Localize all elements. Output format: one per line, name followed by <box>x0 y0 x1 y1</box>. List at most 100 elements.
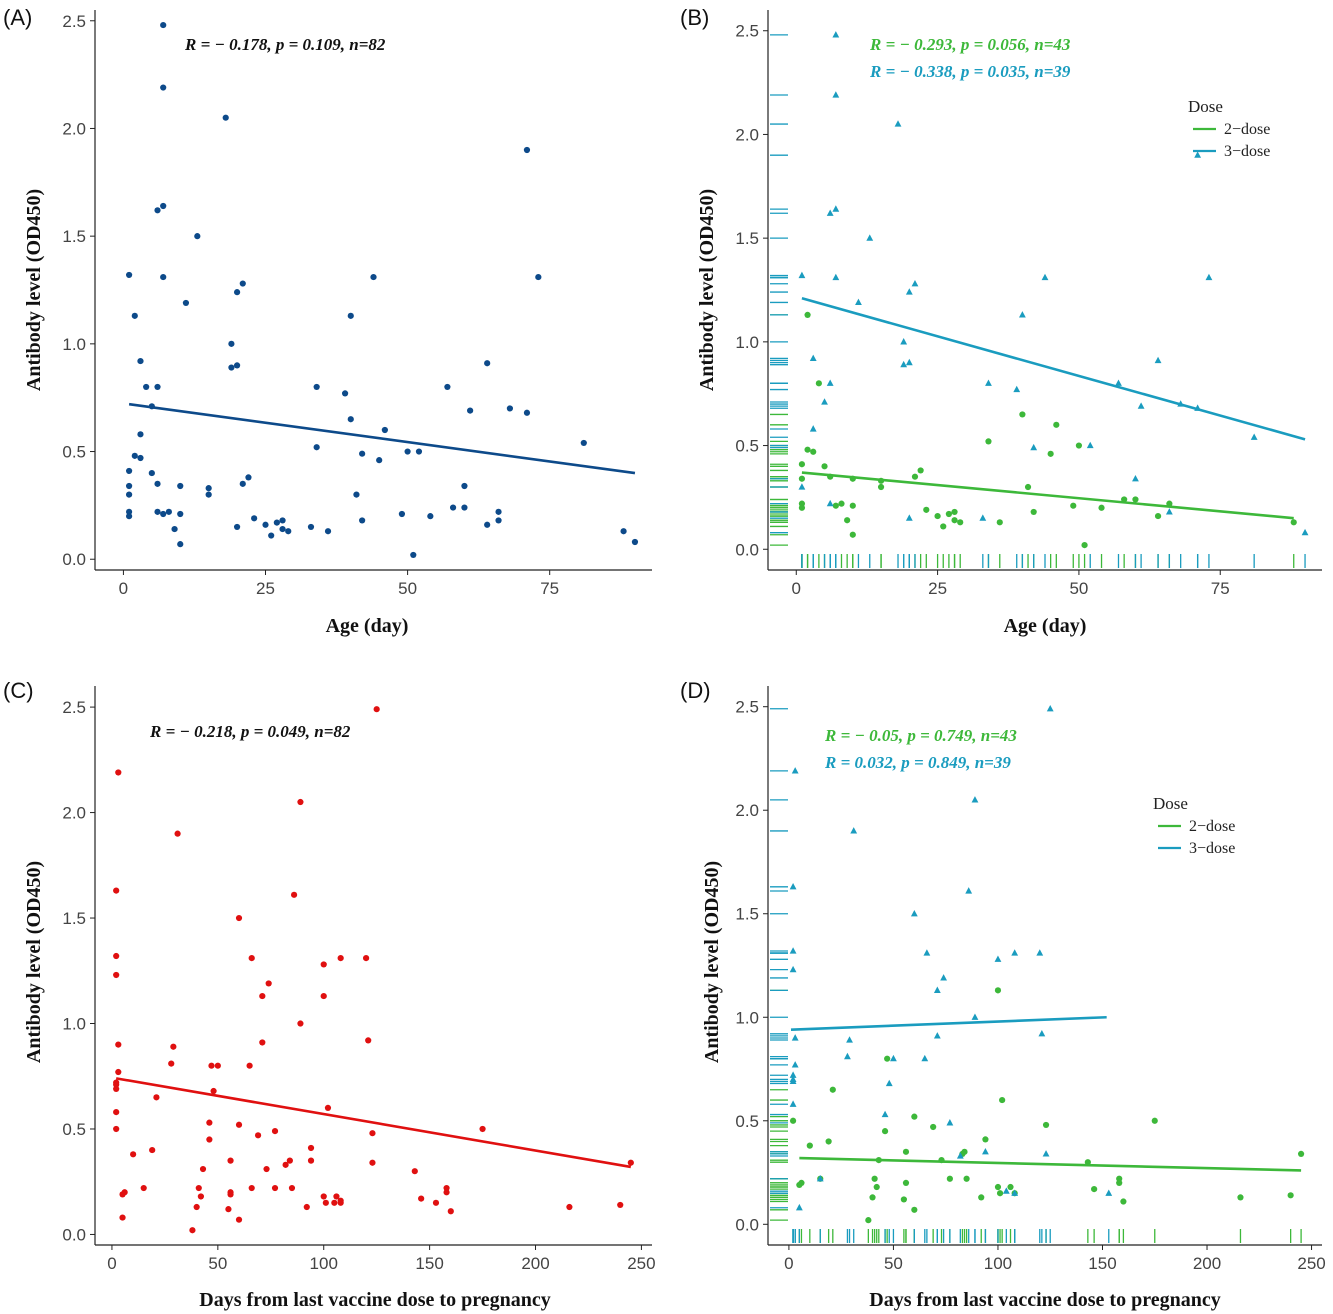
data-point <box>290 891 298 898</box>
data-point <box>369 1159 376 1166</box>
data-point <box>449 504 457 511</box>
correlation-annotation: R = 0.032, p = 0.849, n=39 <box>824 753 1011 772</box>
data-point <box>411 1168 418 1175</box>
data-point <box>832 205 840 212</box>
data-point <box>620 528 627 535</box>
data-point <box>900 1196 907 1203</box>
data-point <box>228 364 235 371</box>
data-point <box>1002 1187 1010 1194</box>
y-tick-label: 2.0 <box>735 125 759 144</box>
data-point <box>902 1148 910 1155</box>
data-point <box>214 1062 221 1069</box>
data-point <box>279 517 286 524</box>
data-point <box>160 273 167 281</box>
data-point <box>866 234 874 241</box>
data-point <box>798 461 806 468</box>
data-point <box>1132 474 1139 482</box>
data-point <box>1075 442 1083 449</box>
data-point <box>1041 273 1049 281</box>
data-point <box>227 1189 234 1196</box>
data-point <box>126 271 133 279</box>
data-point <box>994 955 1002 962</box>
data-point <box>985 379 992 386</box>
data-point <box>798 271 806 279</box>
data-point <box>838 500 845 507</box>
y-tick-label: 2.0 <box>735 801 759 820</box>
data-point <box>1301 528 1309 536</box>
data-point <box>307 1144 315 1152</box>
data-point <box>940 974 948 981</box>
data-point <box>1105 1189 1113 1196</box>
data-point <box>1194 151 1202 158</box>
data-point <box>1030 443 1038 451</box>
y-tick-label: 2.0 <box>62 119 86 138</box>
data-point <box>208 1062 215 1069</box>
y-tick-label: 1.5 <box>735 229 759 248</box>
data-point <box>320 992 327 1000</box>
data-point <box>370 273 377 281</box>
data-point <box>484 360 491 367</box>
data-point <box>115 769 122 776</box>
data-point <box>996 1190 1004 1197</box>
data-point <box>971 796 979 803</box>
x-tick-label: 0 <box>792 579 801 598</box>
data-point <box>246 1062 253 1069</box>
data-point <box>815 380 822 387</box>
data-point <box>1297 1150 1305 1158</box>
data-point <box>1154 512 1162 520</box>
data-point <box>905 514 913 521</box>
data-point <box>1165 508 1173 515</box>
data-point <box>796 1181 803 1189</box>
data-point <box>113 952 120 960</box>
data-point <box>206 1119 213 1126</box>
data-point <box>171 525 178 533</box>
y-axis-title: Antibody level (OD450) <box>696 189 718 391</box>
data-point <box>347 312 354 319</box>
data-point <box>418 1195 425 1202</box>
data-point <box>806 1142 813 1149</box>
data-point <box>115 1068 122 1076</box>
data-point <box>1011 1189 1019 1196</box>
data-point <box>832 502 839 509</box>
data-point <box>313 383 320 391</box>
data-point <box>126 491 133 498</box>
data-point <box>444 383 451 391</box>
y-tick-label: 1.5 <box>62 909 86 928</box>
data-point <box>303 1203 310 1211</box>
x-tick-label: 75 <box>1211 579 1230 598</box>
data-point <box>978 1194 985 1201</box>
data-point <box>951 517 958 524</box>
data-point <box>789 947 797 954</box>
data-point <box>1084 1159 1091 1166</box>
data-point <box>248 1184 255 1192</box>
data-point <box>265 980 272 987</box>
legend-title: Dose <box>1188 97 1223 116</box>
data-point <box>982 1136 989 1143</box>
data-point <box>809 354 817 362</box>
data-point <box>297 798 304 806</box>
x-tick-label: 250 <box>1297 1254 1325 1273</box>
data-point <box>359 517 366 524</box>
data-point <box>307 523 315 531</box>
data-point <box>1120 1198 1127 1205</box>
data-point <box>137 454 144 462</box>
data-point <box>225 1206 232 1213</box>
data-point <box>1154 356 1162 364</box>
data-point <box>170 1043 177 1050</box>
data-point <box>359 450 366 457</box>
y-tick-label: 0.5 <box>735 1112 759 1131</box>
data-point <box>148 469 155 477</box>
data-point <box>789 1071 797 1078</box>
data-point <box>479 1125 486 1133</box>
data-point <box>911 279 919 287</box>
data-point <box>233 289 241 296</box>
legend-label: 2−dose <box>1224 121 1270 138</box>
data-point <box>376 457 383 464</box>
x-tick-label: 100 <box>310 1254 338 1273</box>
data-point <box>495 508 502 515</box>
data-point <box>821 463 828 470</box>
y-tick-label: 0.5 <box>62 1120 86 1139</box>
data-point <box>233 523 241 531</box>
y-tick-label: 1.5 <box>735 905 759 924</box>
y-tick-label: 2.5 <box>62 698 86 717</box>
